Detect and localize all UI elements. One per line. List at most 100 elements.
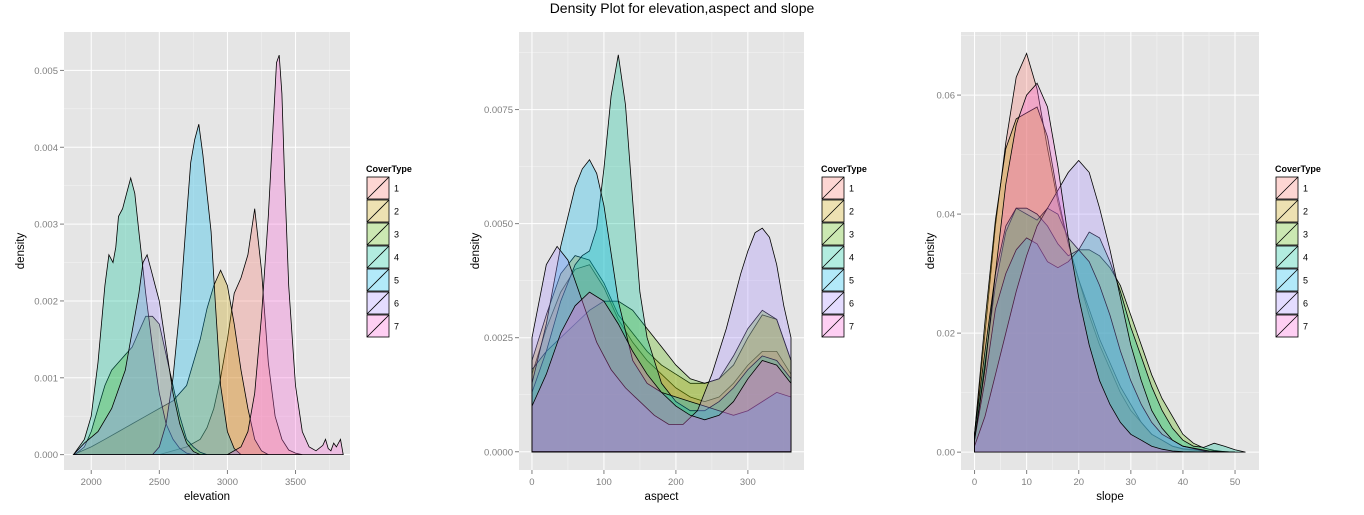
density-area-covertype-5 xyxy=(974,237,1210,453)
legend-label: 5 xyxy=(849,276,854,286)
density-areas xyxy=(531,54,792,453)
legend-item-2: 2 xyxy=(821,199,854,223)
x-axis-title: aspect xyxy=(645,491,680,503)
x-axis-title: slope xyxy=(1096,491,1124,503)
legend-label: 6 xyxy=(394,299,399,309)
density-area-covertype-2 xyxy=(73,269,270,455)
y-axis-title: density xyxy=(925,233,937,270)
density-panel-slope: 0 10 20 30 40 50 0.00 0.02 0.04 0.06 slope density C… xyxy=(925,32,1321,503)
y-tick-label: 0.0075 xyxy=(484,105,513,116)
x-tick-label: 3000 xyxy=(217,477,238,488)
legend-item-5: 5 xyxy=(821,268,854,292)
panel-background xyxy=(64,32,350,470)
legend-label: 7 xyxy=(849,322,854,332)
legend-label: 3 xyxy=(394,230,399,240)
legend-label: 2 xyxy=(849,207,854,217)
density-area-covertype-7 xyxy=(974,82,1210,453)
legend-item-1: 1 xyxy=(366,176,399,200)
legend-item-7: 7 xyxy=(366,314,399,338)
density-area-covertype-2 xyxy=(531,255,792,453)
density-panel-aspect: 0 100 200 300 0.0000 0.0025 0.0050 0.0075 aspect… xyxy=(470,32,867,503)
legend-label: 7 xyxy=(1303,322,1308,332)
density-area-covertype-5 xyxy=(531,158,792,453)
legend-item-2: 2 xyxy=(1275,199,1308,223)
density-area-covertype-6 xyxy=(72,253,201,455)
density-areas xyxy=(72,54,344,455)
legend-label: 6 xyxy=(1303,299,1308,309)
density-area-covertype-2 xyxy=(974,106,1236,453)
y-tick-label: 0.00 xyxy=(937,448,956,459)
panel-background xyxy=(519,32,804,470)
legend-label: 1 xyxy=(394,184,399,194)
density-areas xyxy=(974,52,1246,453)
x-tick-label: 100 xyxy=(596,477,612,488)
density-area-covertype-1 xyxy=(159,208,303,455)
legend-item-2: 2 xyxy=(366,199,399,223)
x-axis-title: elevation xyxy=(184,491,230,503)
x-tick-label: 10 xyxy=(1021,477,1032,488)
legend-label: 7 xyxy=(394,322,399,332)
y-tick-label: 0.06 xyxy=(937,91,956,102)
legend-item-4: 4 xyxy=(366,245,399,269)
chart-title: Density Plot for elevation,aspect and sl… xyxy=(549,0,815,16)
x-tick-label: 0 xyxy=(529,477,534,488)
legend-title: CoverType xyxy=(366,164,412,174)
y-tick-label: 0.002 xyxy=(34,296,58,307)
legend-label: 4 xyxy=(1303,253,1308,263)
legend-item-3: 3 xyxy=(1275,222,1308,246)
legend-item-1: 1 xyxy=(1275,176,1308,200)
legend-label: 1 xyxy=(1303,184,1308,194)
density-area-covertype-6 xyxy=(974,159,1236,453)
legend-title: CoverType xyxy=(821,164,867,174)
legend-label: 3 xyxy=(1303,230,1308,240)
x-tick-label: 200 xyxy=(668,477,684,488)
y-tick-label: 0.0000 xyxy=(484,447,513,458)
legend-item-4: 4 xyxy=(1275,245,1308,269)
legend-item-7: 7 xyxy=(1275,314,1308,338)
legend: CoverType 1 2 3 4 5 6 7 xyxy=(366,164,412,338)
x-tick-label: 3500 xyxy=(285,477,306,488)
legend-item-6: 6 xyxy=(366,291,399,315)
legend-label: 3 xyxy=(849,230,854,240)
legend-item-7: 7 xyxy=(821,314,854,338)
legend-label: 4 xyxy=(394,253,399,263)
y-tick-label: 0.003 xyxy=(34,220,58,231)
x-tick-label: 2500 xyxy=(149,477,170,488)
legend-label: 2 xyxy=(394,207,399,217)
y-tick-label: 0.04 xyxy=(937,210,956,221)
legend-label: 4 xyxy=(849,253,854,263)
x-tick-label: 50 xyxy=(1230,477,1241,488)
density-panel-elevation: 2000 2500 3000 3500 0.000 0.001 0.002 0.003 0.00… xyxy=(15,32,412,503)
density-area-covertype-7 xyxy=(531,291,792,453)
legend-label: 5 xyxy=(1303,276,1308,286)
legend-title: CoverType xyxy=(1275,164,1321,174)
x-tick-label: 300 xyxy=(740,477,756,488)
x-tick-label: 2000 xyxy=(81,477,102,488)
legend-item-4: 4 xyxy=(821,245,854,269)
density-area-covertype-4 xyxy=(974,207,1246,453)
density-area-covertype-4 xyxy=(531,54,792,453)
y-tick-label: 0.005 xyxy=(34,66,58,77)
legend-label: 5 xyxy=(394,276,399,286)
legend: CoverType 1 2 3 4 5 6 7 xyxy=(1275,164,1321,338)
y-tick-label: 0.0025 xyxy=(484,333,513,344)
legend-item-1: 1 xyxy=(821,176,854,200)
legend-label: 2 xyxy=(1303,207,1308,217)
legend-label: 1 xyxy=(849,184,854,194)
y-tick-label: 0.0050 xyxy=(484,219,513,230)
x-tick-label: 40 xyxy=(1178,477,1189,488)
legend-item-3: 3 xyxy=(821,222,854,246)
legend-item-5: 5 xyxy=(366,268,399,292)
y-tick-label: 0.02 xyxy=(937,329,956,340)
y-axis-title: density xyxy=(470,233,482,270)
x-tick-label: 20 xyxy=(1073,477,1084,488)
y-tick-label: 0.004 xyxy=(34,143,58,154)
density-area-covertype-7 xyxy=(225,54,344,455)
density-area-covertype-4 xyxy=(72,176,201,455)
y-axis-title: density xyxy=(15,233,27,270)
density-area-covertype-3 xyxy=(531,300,792,453)
x-tick-label: 0 xyxy=(972,477,977,488)
y-tick-label: 0.000 xyxy=(34,450,58,461)
legend-item-5: 5 xyxy=(1275,268,1308,292)
